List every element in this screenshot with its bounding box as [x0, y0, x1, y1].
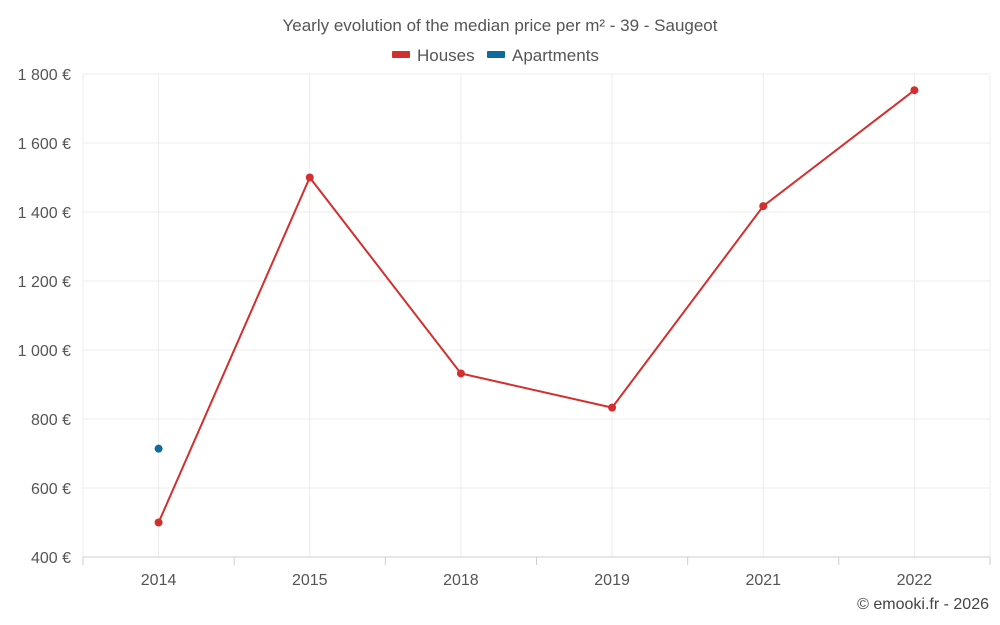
credit-text: © emooki.fr - 2026	[857, 596, 989, 613]
chart-title: Yearly evolution of the median price per…	[282, 16, 717, 35]
data-point-houses[interactable]	[154, 518, 163, 527]
legend-swatch-houses	[392, 51, 410, 58]
series-line-houses	[157, 89, 916, 523]
data-point-houses[interactable]	[759, 202, 768, 211]
data-point-houses[interactable]	[456, 369, 465, 378]
data-point-apartments[interactable]	[154, 444, 163, 453]
legend-label-apartments: Apartments	[512, 46, 599, 65]
grid	[82, 73, 991, 557]
y-tick-label: 1 600 €	[18, 136, 71, 153]
data-point-houses[interactable]	[608, 403, 617, 412]
series	[154, 86, 919, 527]
y-tick-label: 1 800 €	[18, 67, 71, 84]
y-tick-label: 1 000 €	[18, 343, 71, 360]
x-tick-label: 2014	[141, 572, 177, 589]
legend: Houses Apartments	[392, 46, 599, 65]
x-tick-label: 2022	[897, 572, 933, 589]
axes: 400 € 600 € 800 € 1 000 € 1 200 € 1 400 € 1 60…	[18, 67, 991, 589]
legend-label-houses: Houses	[417, 46, 475, 65]
x-tick-label: 2019	[594, 572, 630, 589]
y-tick-label: 600 €	[31, 481, 71, 498]
y-tick-label: 1 200 €	[18, 274, 71, 291]
y-tick-label: 400 €	[31, 550, 71, 567]
legend-item-houses[interactable]: Houses	[392, 46, 475, 65]
x-tick-label: 2015	[292, 572, 328, 589]
data-point-houses[interactable]	[305, 173, 314, 182]
y-tick-label: 800 €	[31, 412, 71, 429]
legend-item-apartments[interactable]: Apartments	[487, 46, 599, 65]
data-point-houses[interactable]	[910, 86, 919, 95]
x-tick-label: 2018	[443, 572, 479, 589]
y-tick-label: 1 400 €	[18, 205, 71, 222]
legend-swatch-apartments	[487, 51, 505, 58]
x-tick-label: 2021	[745, 572, 781, 589]
